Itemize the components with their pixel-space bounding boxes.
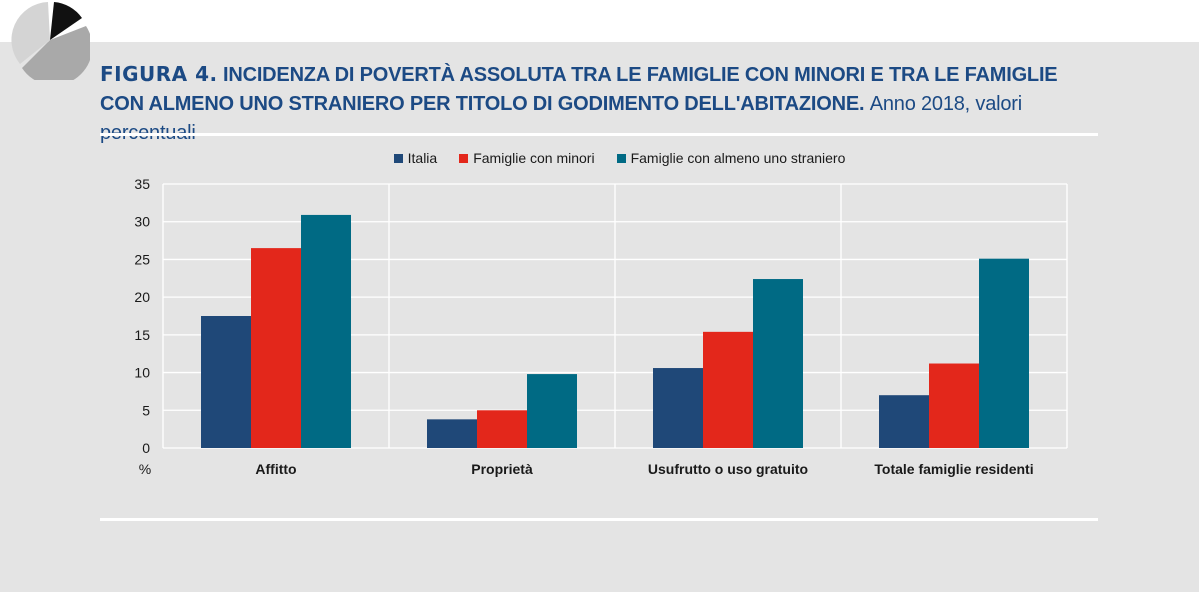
legend-swatch-minori xyxy=(459,153,469,163)
y-tick-label: 15 xyxy=(134,327,150,343)
y-axis-unit-label: % xyxy=(139,461,151,477)
y-tick-label: 25 xyxy=(134,251,150,267)
bottom-divider xyxy=(100,518,1098,521)
bar-famiglie-con-almeno-uno-straniero-4 xyxy=(979,258,1029,448)
bar-famiglie-con-almeno-uno-straniero-2 xyxy=(527,374,577,448)
bar-famiglie-con-minori-4 xyxy=(929,363,979,448)
bar-italia-1 xyxy=(201,316,251,448)
legend-item-straniero: Famiglie con almeno uno straniero xyxy=(616,150,846,166)
legend-swatch-italia xyxy=(393,153,403,163)
y-tick-label: 35 xyxy=(134,176,150,192)
legend-label-italia: Italia xyxy=(407,150,438,166)
y-tick-label: 20 xyxy=(134,289,150,305)
bar-famiglie-con-minori-3 xyxy=(703,331,753,448)
y-tick-label: 0 xyxy=(142,440,150,456)
x-category-label: Usufrutto o uso gratuito xyxy=(648,461,808,477)
x-category-label: Affitto xyxy=(255,461,296,477)
bar-italia-2 xyxy=(427,419,477,448)
top-divider xyxy=(100,133,1098,136)
legend-item-italia: Italia xyxy=(393,150,438,166)
bar-famiglie-con-almeno-uno-straniero-3 xyxy=(753,279,803,448)
figure-title-text: INCIDENZA DI POVERTÀ ASSOLUTA TRA LE FAM… xyxy=(100,64,1058,115)
bar-famiglie-con-minori-2 xyxy=(477,410,527,448)
legend-label-minori: Famiglie con minori xyxy=(473,150,595,166)
y-tick-label: 10 xyxy=(134,365,150,381)
chart-legend: Italia Famiglie con minori Famiglie con … xyxy=(0,150,1199,166)
y-tick-label: 5 xyxy=(142,402,150,418)
bar-famiglie-con-minori-1 xyxy=(251,248,301,448)
bar-famiglie-con-almeno-uno-straniero-1 xyxy=(301,214,351,448)
y-tick-label: 30 xyxy=(134,214,150,230)
figure-label: FIGURA 4. xyxy=(100,62,218,86)
bar-italia-3 xyxy=(653,368,703,448)
figure-subtitle: Anno 2018, valori percentuali xyxy=(100,93,1022,144)
pie-chart-icon xyxy=(11,2,90,80)
bar-italia-4 xyxy=(879,395,929,448)
legend-item-minori: Famiglie con minori xyxy=(459,150,595,166)
figure-title: FIGURA 4. INCIDENZA DI POVERTÀ ASSOLUTA … xyxy=(100,60,1100,148)
legend-label-straniero: Famiglie con almeno uno straniero xyxy=(630,150,846,166)
legend-swatch-straniero xyxy=(616,153,626,163)
x-category-label: Proprietà xyxy=(471,461,533,477)
x-category-label: Totale famiglie residenti xyxy=(874,461,1033,477)
